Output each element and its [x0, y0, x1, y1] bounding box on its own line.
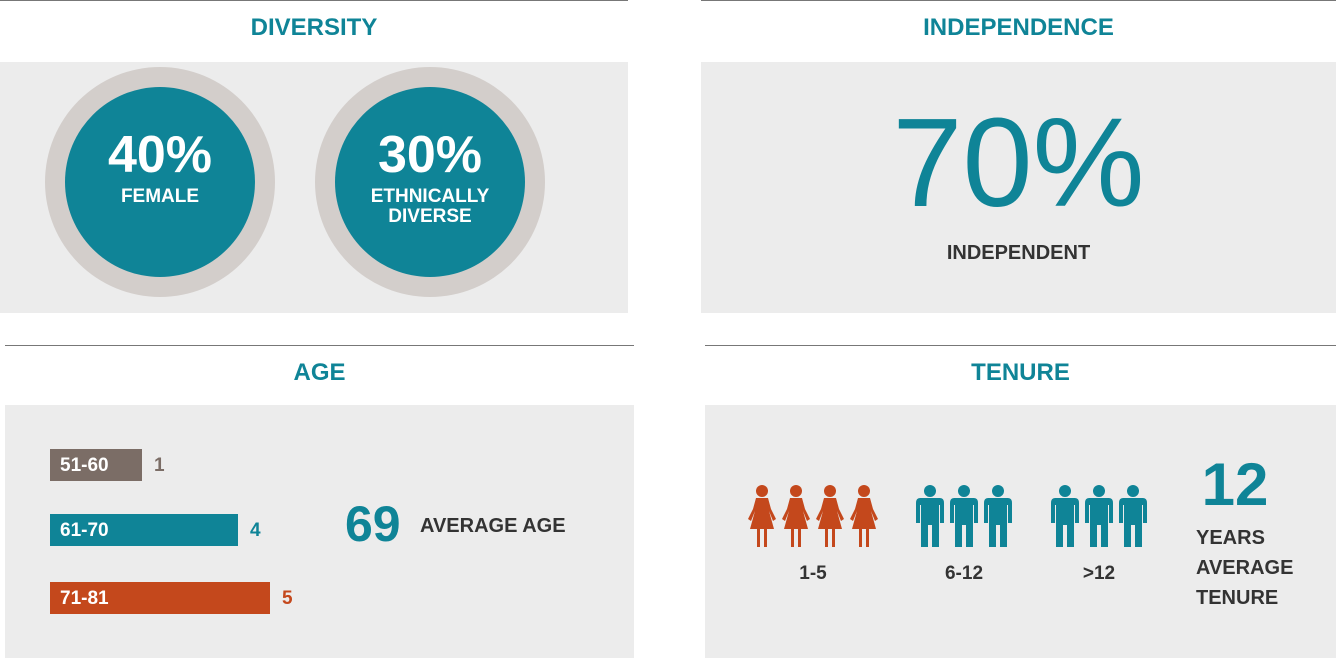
panel-title: DIVERSITY	[250, 14, 378, 41]
rule	[0, 0, 628, 1]
average-value: 12	[1201, 451, 1269, 518]
stat-disc: 30% ETHNICALLY DIVERSE	[335, 87, 525, 277]
bar: 51-60	[50, 449, 142, 481]
stat-label: FEMALE	[120, 186, 200, 207]
rule	[705, 345, 1336, 346]
stat-value: 40%	[107, 126, 213, 184]
average-label: AVERAGE AGE	[420, 515, 566, 537]
panel: 12 YEARS AVERAGE TENURE 1-5 6-12 >12	[705, 405, 1336, 658]
stat-ring: 30% ETHNICALLY DIVERSE	[315, 67, 545, 297]
bar: 61-70	[50, 514, 238, 546]
person-icon	[1085, 485, 1113, 547]
stat-label: INDEPENDENT	[946, 242, 1091, 264]
group-label: 1-5	[799, 563, 827, 584]
bar-label: 51-60	[60, 455, 109, 476]
person-icon	[1119, 485, 1147, 547]
panel: 70% INDEPENDENT	[701, 62, 1336, 313]
rule	[5, 345, 634, 346]
group-label: 6-12	[944, 563, 984, 584]
stat-value: 70%	[892, 92, 1145, 233]
bar-value: 1	[154, 455, 165, 476]
bar-value: 5	[282, 588, 293, 609]
stat-disc: 40% FEMALE	[65, 87, 255, 277]
person-icon	[782, 485, 810, 547]
person-icon	[1051, 485, 1079, 547]
person-icon	[984, 485, 1012, 547]
bar-label: 71-81	[60, 588, 109, 609]
bar-value: 4	[250, 520, 261, 541]
stat-label: ETHNICALLY DIVERSE	[370, 186, 490, 227]
group-label: >12	[1082, 563, 1116, 584]
average-value: 69	[345, 496, 401, 552]
person-icon	[916, 485, 944, 547]
panel-title: AGE	[293, 359, 346, 386]
bar-label: 61-70	[60, 520, 109, 541]
panel: 40% FEMALE 30% ETHNICALLY DIVERSE	[0, 62, 628, 313]
bar: 71-81	[50, 582, 270, 614]
person-icon	[816, 485, 844, 547]
stat-ring: 40% FEMALE	[45, 67, 275, 297]
rule	[701, 0, 1336, 1]
panel-title: TENURE	[971, 359, 1070, 386]
average-label: YEARS AVERAGE TENURE	[1196, 527, 1294, 609]
panel-title: INDEPENDENCE	[923, 14, 1114, 41]
person-icon	[748, 485, 776, 547]
person-icon	[850, 485, 878, 547]
stat-value: 30%	[377, 126, 483, 184]
panel: 69 AVERAGE AGE 51-60 1 61-70 4 71-81 5	[5, 405, 634, 658]
person-icon	[950, 485, 978, 547]
